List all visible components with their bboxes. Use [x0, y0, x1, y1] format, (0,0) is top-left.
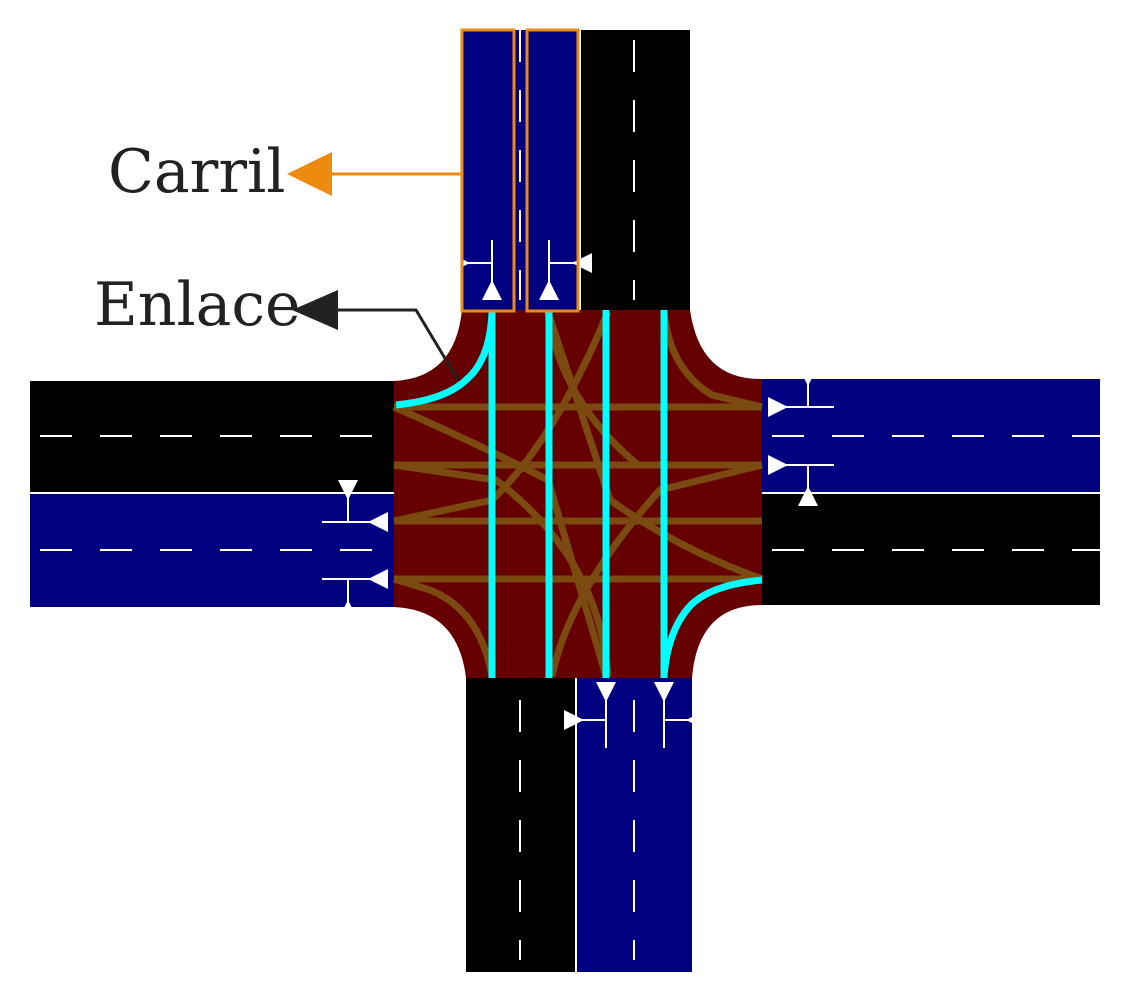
straight-links	[395, 310, 763, 678]
link-pointer	[292, 290, 460, 381]
lane-label: Carril	[108, 137, 285, 207]
west-arm	[30, 381, 394, 607]
lane-highlights	[460, 28, 580, 313]
link-pointer-line	[322, 308, 460, 381]
link-curve	[548, 461, 763, 677]
south-arm	[466, 678, 692, 972]
arrow-south-lane-2	[654, 682, 706, 748]
link-curve	[392, 575, 496, 677]
link-curve	[395, 311, 496, 409]
lane-pointer-arrowhead	[287, 152, 332, 196]
arrow-south-lane-1	[564, 682, 616, 748]
west-outgoing-lanes	[30, 381, 394, 493]
north-arm	[462, 30, 690, 310]
east-incoming-lanes	[762, 379, 1100, 493]
east-outgoing-lanes	[762, 493, 1100, 605]
link-pointer-arrowhead	[292, 290, 338, 330]
arrow-west-lane-1	[322, 480, 388, 532]
lane-highlight-box	[460, 28, 516, 313]
arrow-east-lane-2	[768, 455, 834, 506]
west-incoming-lanes	[30, 493, 394, 607]
link-curve	[544, 310, 764, 583]
direction-arrows	[322, 240, 834, 748]
link-curve	[392, 403, 610, 677]
lane-highlight-box	[525, 28, 580, 313]
arrow-north-lane-1	[450, 240, 502, 300]
arrow-east-lane-1	[768, 366, 834, 417]
arrow-north-lane-2	[539, 240, 592, 300]
lane-pointer	[287, 152, 462, 196]
link-curve	[660, 576, 763, 677]
arrow-west-lane-2	[322, 569, 388, 620]
junction-area	[394, 310, 762, 678]
link-label: Enlace	[94, 270, 301, 340]
east-arm	[762, 379, 1100, 605]
